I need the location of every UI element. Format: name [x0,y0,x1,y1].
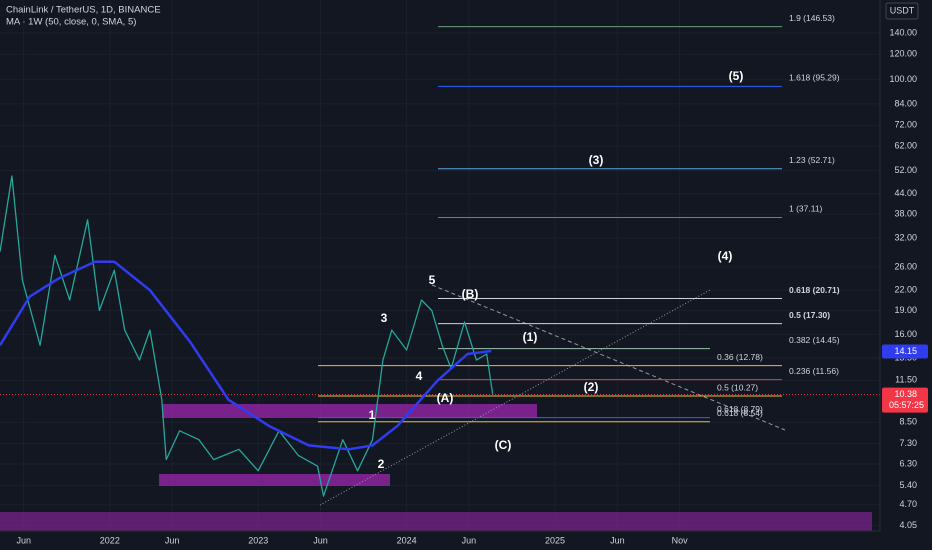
y-tick-label: 4.70 [899,499,917,509]
countdown: 05:57:25 [889,400,924,410]
indicator-legend: MA · 1W (50, close, 0, SMA, 5) [6,17,136,28]
wave-label: (B) [462,287,479,301]
zone [162,404,537,418]
x-tick-label: Jun [165,535,180,545]
zone [159,474,390,486]
y-tick-label: 11.50 [895,375,917,385]
zone [0,512,872,531]
trend-line [431,284,786,431]
y-tick-label: 120.00 [889,49,917,59]
wave-label: (1) [523,330,538,344]
y-tick-label: 22.00 [894,285,917,295]
fib-label: 0.5 (17.30) [789,310,830,320]
fib-label: 0.382 (14.45) [789,335,840,345]
wave-label: (3) [589,153,604,167]
y-tick-label: 8.50 [899,417,917,427]
wave-label: 3 [381,311,388,325]
fib-label: 1.618 (95.29) [789,73,840,83]
x-tick-label: 2023 [248,535,268,545]
wave-label: 1 [369,408,376,422]
fib-label: 1.23 (52.71) [789,155,835,165]
fib-label: 1.9 (146.53) [789,13,835,23]
price-axis [880,0,932,550]
y-tick-label: 44.00 [894,188,917,198]
wave-label: (5) [729,69,744,83]
x-tick-label: Jun [610,535,625,545]
y-tick-label: 100.00 [889,74,917,84]
y-tick-label: 16.00 [894,329,917,339]
price-line-series [0,175,494,497]
y-tick-label: 62.00 [894,141,917,151]
wave-label: 5 [429,273,436,287]
price-value: 10.38 [894,389,917,399]
ma-badge [882,344,928,359]
y-tick-label: 6.30 [899,458,917,468]
x-tick-label: Jun [16,535,31,545]
x-tick-label: 2025 [545,535,565,545]
fib-label: 0.618 (8.54) [717,408,763,418]
y-tick-label: 52.00 [894,165,917,175]
x-tick-label: Jun [462,535,477,545]
wave-label: (A) [437,391,454,405]
currency-box[interactable] [885,2,919,20]
y-tick-label: 84.00 [894,98,917,108]
x-tick-label: 2024 [397,535,417,545]
x-tick-label: Jun [313,535,328,545]
wave-label: (C) [495,438,512,452]
x-tick-label: Nov [672,535,689,545]
fib-label: 0.618 (20.71) [789,285,840,295]
y-tick-label: 5.40 [899,480,917,490]
fib-label: 0.236 (11.56) [789,366,839,376]
x-tick-label: 2022 [100,535,120,545]
trend-line [319,289,711,506]
y-tick-label: 4.05 [899,520,917,530]
wave-label: (4) [718,249,733,263]
moving-average [0,260,492,451]
currency[interactable]: USDT [890,5,915,15]
wave-label: 2 [378,457,385,471]
fib-label: 0.618 (8.79) [717,404,763,414]
price-badge [882,387,928,413]
symbol-title: ChainLink / TetherUS, 1D, BINANCE [6,5,161,16]
fib-label: 0.5 (10.27) [717,382,758,392]
fib-label: 1 (37.11) [789,204,823,214]
wave-label: (2) [584,380,599,394]
y-tick-label: 32.00 [894,232,917,242]
ma-value: 14.15 [894,346,917,356]
y-tick-label: 26.00 [894,261,917,271]
time-axis [0,531,932,550]
y-tick-label: 140.00 [889,27,917,37]
y-tick-label: 19.00 [894,305,917,315]
y-tick-label: 72.00 [894,120,917,130]
fib-label: 0.36 (12.78) [717,352,763,362]
wave-label: 4 [416,369,423,383]
y-tick-label: 7.30 [899,438,917,448]
y-tick-label: 38.00 [894,209,917,219]
